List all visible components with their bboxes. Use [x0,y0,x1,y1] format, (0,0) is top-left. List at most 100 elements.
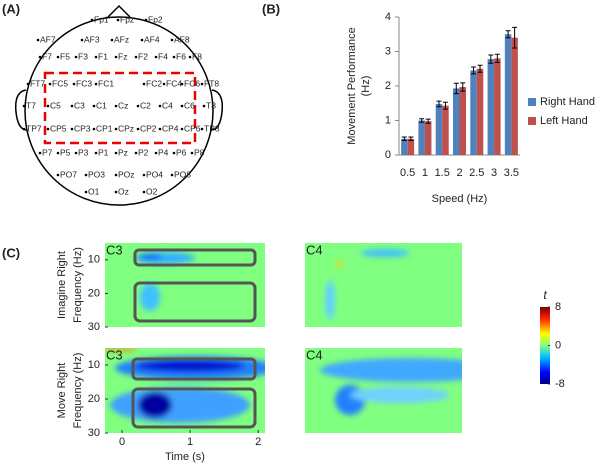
bar [476,68,484,155]
bar [459,87,466,155]
error-bar [436,100,442,108]
electrode-dot [90,18,94,22]
electrode-label: C4 [162,100,173,110]
legend-swatch [528,117,536,125]
electrode-dot [114,190,118,194]
bar [407,138,415,155]
x-tick-label: 1.5 [435,167,450,179]
electrode-label: CP6 [184,123,201,133]
y-axis-label: (Hz) [360,76,372,97]
electrode-label: FC6 [184,78,200,88]
panel-label: (B) [262,1,280,16]
electrode-dot [188,55,192,59]
electrode-dot [180,104,184,108]
electrode-label: CPz [118,123,134,133]
electrode-label: PO3 [88,169,105,179]
electrode-dot [180,82,184,86]
bar [470,70,477,155]
error-bar [488,54,494,64]
electrode-label: C2 [140,100,151,110]
electrode-dot [84,173,88,177]
electrode-dot [116,18,120,22]
bar [418,120,425,155]
electrode-label: Pz [118,147,128,157]
electrode-label: FT8 [204,78,219,88]
x-axis-label: Speed (Hz) [432,193,488,205]
electrode-dot [22,104,26,108]
error-bar [401,136,407,142]
electrode-dot [48,82,52,86]
electrode-label: O2 [146,186,158,196]
electrode-label: P7 [42,147,53,157]
panel-label: (C) [2,245,20,260]
electrode-label: Fpz [120,14,134,24]
electrode-dot [170,38,174,42]
bar [435,103,443,155]
electrode-label: PO7 [60,169,77,179]
bar [504,34,512,155]
colorbar-tick-label: -8 [555,378,565,390]
error-bar [453,82,459,95]
bar [401,138,408,155]
x-tick-label: 2 [456,167,462,179]
panel-title: C3 [106,347,123,362]
electrode-label: C5 [50,100,61,110]
electrode-label: PO8 [174,169,191,179]
electrode-dot [136,104,140,108]
electrode-label: FC2 [146,78,162,88]
electrode-dot [172,151,176,155]
electrode-label: T7 [26,100,36,110]
electrode-label: Cz [118,100,128,110]
electrode-label: P1 [98,147,109,157]
y-tick-label: 20 [88,393,100,405]
y-tick-label: 2 [385,80,391,92]
error-bar [419,118,425,123]
x-tick-label: 1 [187,436,193,448]
x-tick-label: 1 [422,167,428,179]
error-bar [408,136,414,142]
electrode-label: CP3 [74,123,91,133]
electrode-label: F3 [78,51,88,61]
electrode-label: POz [118,169,135,179]
electrode-label: CP2 [140,123,157,133]
y-tick-label: 10 [88,359,100,371]
electrode-dot [94,55,98,59]
electrode-label: PO4 [146,169,163,179]
roi-box [43,71,197,145]
electrode-dot [162,82,166,86]
error-bar [425,118,431,124]
electrode-label: P8 [194,147,205,157]
electrode-dot [134,151,138,155]
electrode-label: F5 [60,51,70,61]
electrode-dot [56,55,60,59]
electrode-dot [202,104,206,108]
electrode-dot [142,173,146,177]
y-tick-label: 30 [88,427,100,439]
electrode-dot [134,55,138,59]
bar [494,58,501,155]
y-axis-label: Frequency (Hz) [72,247,84,323]
electrode-dot [72,82,76,86]
x-tick-label: 3.5 [504,167,519,179]
electrode-dot [154,55,158,59]
electrode-dot [80,38,84,42]
error-bar [494,53,500,64]
electrode-label: P6 [176,147,187,157]
electrode-dot [136,127,140,131]
bar [453,88,460,155]
bar [511,37,518,156]
head [14,4,224,206]
electrode-label: Fp2 [148,14,163,24]
electrode-label: F1 [98,51,108,61]
electrode-dot [56,151,60,155]
electrode-dot [92,104,96,108]
electrode-label: FC4 [166,78,182,88]
electrode-label: CP5 [50,123,67,133]
panel-title: C4 [306,242,323,257]
electrode-dot [36,38,40,42]
electrodes: Fp1 Fpz Fp2 AF7 AF3 AFz AF4 AF8 F7 F5 F3 F1 Fz F2 F4 F6… [22,14,220,196]
electrode-dot [94,151,98,155]
electrode-dot [46,127,50,131]
x-tick-label: 3 [491,167,497,179]
